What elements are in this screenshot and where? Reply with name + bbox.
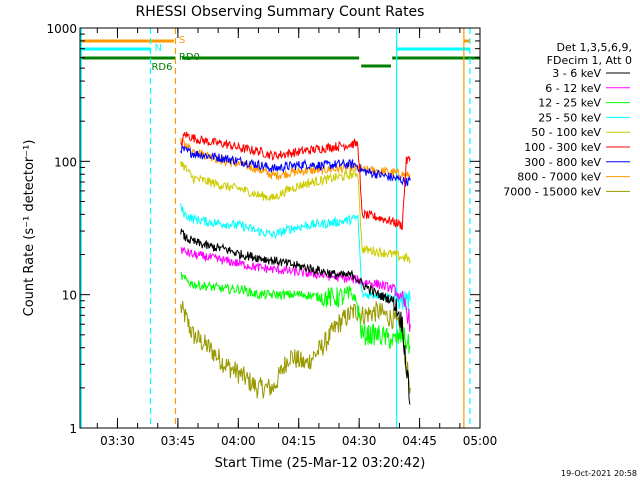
state-bar-label: RD6 xyxy=(151,62,172,73)
legend-entry-label: 100 - 300 keV xyxy=(524,141,601,154)
x-tick-label: 04:00 xyxy=(221,434,256,448)
legend: Det 1,3,5,6,9,FDecim 1, Att 03 - 6 keV 6 … xyxy=(503,41,632,198)
series-line-12-25keV xyxy=(180,272,411,354)
series-line-50-100keV xyxy=(180,161,411,265)
state-bar-label: N xyxy=(154,43,161,54)
x-axis-label: Start Time (25-Mar-12 03:20:42) xyxy=(215,456,426,471)
series-line-300-800keV xyxy=(180,144,411,187)
legend-entry-label: 12 - 25 keV xyxy=(538,97,601,110)
legend-entry-label: 7000 - 15000 keV xyxy=(503,185,601,198)
series-line-3-6keV xyxy=(180,228,411,405)
series-line-7000-15000keV xyxy=(180,300,411,399)
plot-frame xyxy=(79,27,481,429)
x-tick-label: 03:45 xyxy=(161,434,196,448)
x-tick-label: 03:30 xyxy=(100,434,135,448)
y-tick-label: 100 xyxy=(54,155,77,169)
y-axis-label: Count Rate (s⁻¹ detector⁻¹) xyxy=(22,140,37,317)
legend-entry-label: 300 - 800 keV xyxy=(524,156,601,169)
legend-entry-label: 3 - 6 keV xyxy=(552,67,601,80)
state-transition-lines xyxy=(80,28,471,428)
y-tick-label: 1000 xyxy=(46,22,77,36)
legend-entry-label: 800 - 7000 keV xyxy=(517,171,601,184)
chart-title: RHESSI Observing Summary Count Rates xyxy=(136,4,425,20)
state-bar-label: S xyxy=(179,35,185,46)
series-layer xyxy=(180,131,411,405)
series-line-25-50keV xyxy=(180,203,411,311)
state-bars: S N RD6 RD0 xyxy=(80,35,480,73)
x-tick-label: 04:15 xyxy=(281,434,316,448)
legend-entry-label: 50 - 100 keV xyxy=(531,126,601,139)
legend-header: Det 1,3,5,6,9, xyxy=(556,41,632,54)
legend-header: FDecim 1, Att 0 xyxy=(547,54,632,67)
generation-timestamp: 19-Oct-2021 20:58 xyxy=(561,469,637,478)
legend-entry-label: 25 - 50 keV xyxy=(538,111,601,124)
x-tick-label: 04:45 xyxy=(402,434,437,448)
series-line-6-12keV xyxy=(180,246,411,332)
x-tick-label: 05:00 xyxy=(463,434,498,448)
legend-entry-label: 6 - 12 keV xyxy=(545,82,601,95)
y-tick-label: 1 xyxy=(69,422,77,436)
series-line-100-300keV xyxy=(180,131,411,230)
axes: 1 10 100 1000 03:30 03:45 04:00 04:15 04:30 04:45… xyxy=(46,22,497,448)
state-bar-label: RD0 xyxy=(179,52,200,63)
x-tick-label: 04:30 xyxy=(342,434,377,448)
y-tick-label: 10 xyxy=(62,289,77,303)
